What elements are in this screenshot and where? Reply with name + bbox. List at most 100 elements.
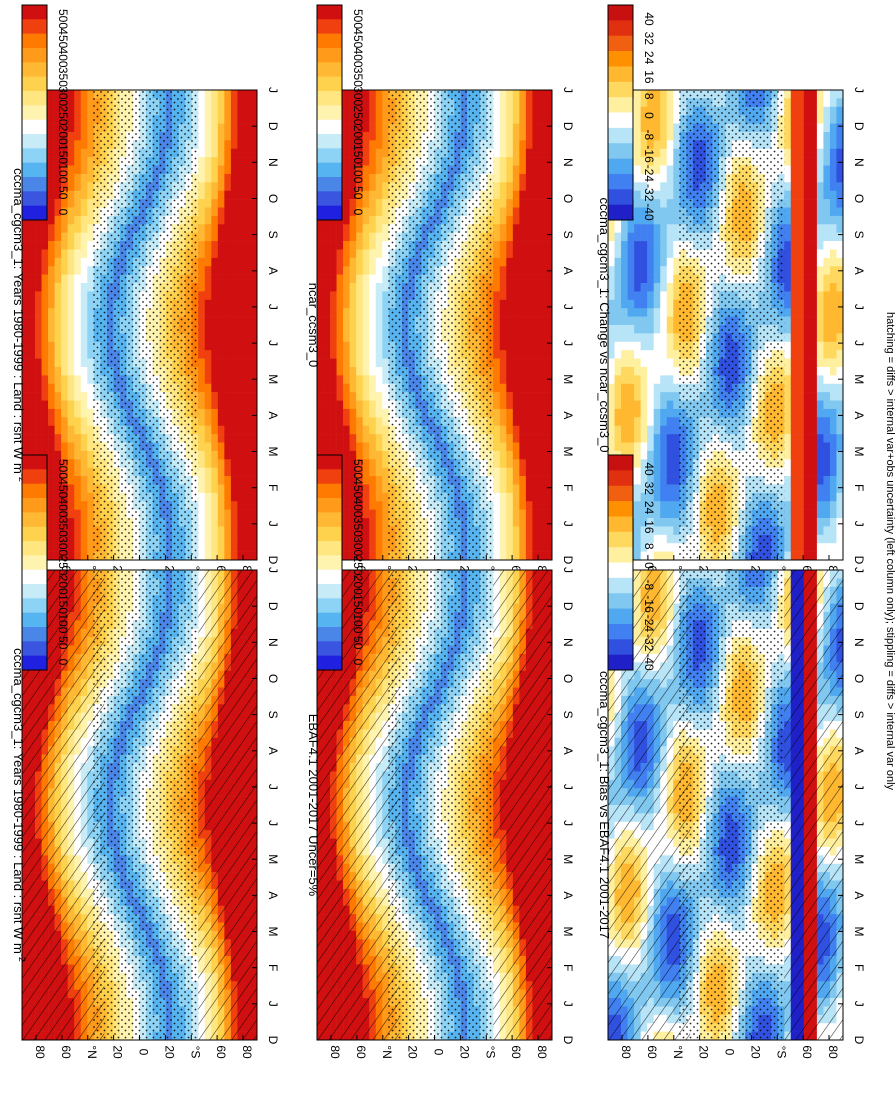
heat-cell [80,283,88,292]
heat-cell [375,459,383,468]
heat-cell [61,350,68,359]
heat-cell [211,241,219,250]
heat-cell [61,140,68,150]
heat-cell [343,450,350,460]
heat-cell [499,207,507,217]
heat-cell [545,148,553,158]
stippling-overlay [92,90,199,560]
heat-cell [336,434,344,443]
heat-cell [87,316,95,326]
heat-cell [647,123,654,133]
heat-cell [660,115,668,124]
heat-cell [67,283,75,292]
heat-cell [621,291,628,301]
heat-cell [653,140,661,150]
heat-cell [519,241,527,250]
heat-cell [204,207,212,217]
heat-cell [211,484,219,494]
heat-cell [224,115,232,124]
heat-cell [317,224,324,233]
heat-cell [336,299,344,309]
heat-cell [349,543,357,552]
heat-cell [640,106,648,116]
heat-cell [230,123,238,133]
heat-cell [198,232,206,242]
heat-cell [640,232,648,242]
heat-cell [74,148,82,158]
heat-cell [362,400,370,410]
heat-cell [343,434,350,443]
heat-cell [61,316,68,326]
heat-cell [349,492,357,502]
heat-cell [217,232,225,242]
heat-cell [512,383,520,393]
heat-cell [634,501,641,510]
heat-cell [217,140,225,150]
heat-cell [356,450,363,460]
heat-cell [519,450,527,460]
heat-cell [343,90,350,99]
heat-cell [349,115,357,124]
heat-cell [61,341,68,351]
heat-cell [382,375,390,385]
heat-cell [224,459,232,468]
heat-cell [621,442,628,452]
heat-cell [369,484,377,494]
heat-cell [80,375,88,385]
heat-cell [198,551,206,561]
heat-cell [356,492,363,502]
heat-cell [224,283,232,292]
heat-cell [545,308,553,317]
panel-title: ncar_ccsm3_0 [306,283,321,368]
heat-cell [640,90,648,99]
heat-cell [660,434,668,443]
heat-cell [673,232,681,242]
heat-cell [243,90,251,99]
heat-cell [35,442,42,452]
heat-cell [519,467,527,477]
heat-cell [362,257,370,267]
heat-cell [506,417,514,427]
heat-cell [653,131,661,141]
heat-cell [545,90,553,99]
heat-cell [634,509,641,519]
heat-cell [640,459,648,468]
heat-cell [211,551,219,561]
heat-cell [28,308,36,317]
heat-cell [369,501,377,510]
heat-cell [499,257,507,267]
heat-cell [362,492,370,502]
heat-cell [87,98,95,108]
heat-cell [666,115,674,124]
heat-cell [35,299,42,309]
heat-cell [74,123,82,133]
heat-cell [61,257,68,267]
heat-cell [349,425,357,435]
heat-cell [54,408,62,418]
heat-cell [362,543,370,552]
heat-cell [224,434,232,443]
heat-cell [224,350,232,359]
heat-cell [532,316,540,326]
heat-cell [217,241,225,250]
heat-cell [48,316,55,326]
heat-cell [499,199,507,208]
heat-cell [243,476,251,485]
heat-cell [493,165,501,175]
heat-cell [506,274,514,284]
heat-cell [634,257,641,267]
heat-cell [538,215,546,225]
heat-cell [382,291,390,301]
heat-cell [356,526,363,536]
heat-cell [614,224,622,233]
heat-cell [336,350,344,359]
heat-cell [375,274,383,284]
heat-cell [74,157,82,166]
heat-cell [67,442,75,452]
heat-cell [653,476,661,485]
heat-cell [673,366,681,376]
heat-cell [35,366,42,376]
heat-cell [532,459,540,468]
heat-cell [512,467,520,477]
heat-cell [621,257,628,267]
